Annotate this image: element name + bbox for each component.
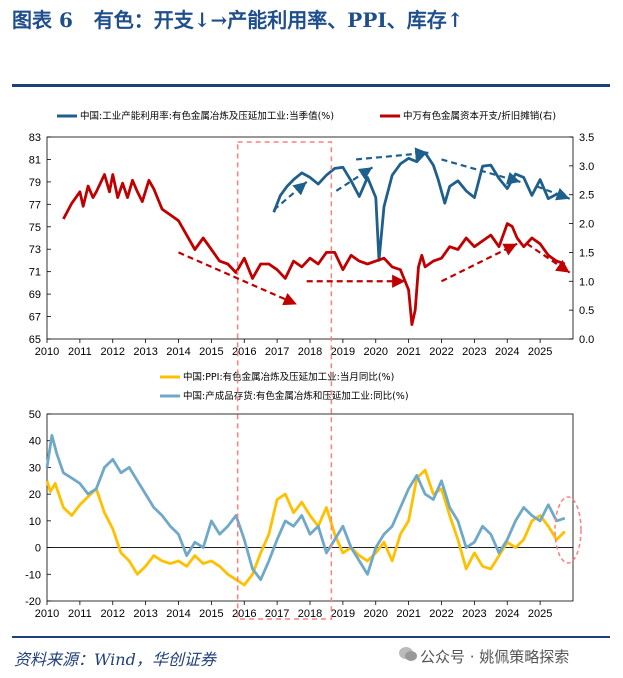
trend-arrow-navy [335, 166, 374, 192]
x-tick-label: 2019 [331, 608, 355, 620]
trend-arrow-red [441, 242, 518, 283]
x-tick-label: 2025 [528, 608, 552, 620]
y-tick-label: 20 [29, 489, 41, 501]
bottom-legend: 中国:PPI:有色金属冶炼及压延加工业:当月同比(%) 中国:产成品存货:有色金属… [160, 371, 409, 402]
x-tick-label: 2022 [429, 608, 453, 620]
trend-arrow-navy [273, 181, 308, 211]
y-right-tick-label: 0.0 [579, 334, 594, 346]
x-tick-label: 2024 [495, 346, 519, 358]
x-tick-label: 2021 [396, 346, 420, 358]
y-left-tick-label: 75 [29, 222, 41, 234]
x-tick-label: 2023 [462, 608, 486, 620]
footer-rule [12, 636, 610, 638]
y-right-tick-label: 1.5 [579, 247, 594, 259]
x-tick-label: 2010 [35, 346, 59, 358]
figure-number: 图表 6 [12, 8, 73, 32]
y-left-tick-label: 77 [29, 199, 41, 211]
y-tick-label: -20 [25, 596, 41, 608]
bottom-chart-panel: -20 -10 0 10 20 30 40 50 2010 2011 2012 2013 2014 201… [25, 371, 574, 620]
y-right-tick-label: 3.5 [579, 132, 594, 144]
y-left-tick-label: 73 [29, 244, 41, 256]
x-tick-label: 2020 [364, 608, 388, 620]
trend-arrow-navy [355, 147, 429, 161]
x-tick-label: 2012 [101, 346, 125, 358]
x-tick-label: 2017 [265, 608, 289, 620]
watermark-text: 公众号 · 姚佩策略探索 [420, 648, 570, 666]
y-right-tick-label: 3.0 [579, 161, 594, 173]
capex-ratio-line [62, 173, 566, 326]
inventory-yoy-line [45, 434, 566, 581]
x-tick-label: 2014 [166, 346, 190, 358]
figure-title: 图表 6 有色：开支↓→产能利用率、PPI、库存↑ [12, 4, 612, 36]
figure-title-text: 有色：开支↓→产能利用率、PPI、库存↑ [93, 8, 464, 32]
y-left-tick-label: 65 [29, 334, 41, 346]
bottom-plot-frame [46, 413, 574, 602]
wechat-icon [399, 647, 417, 661]
y-tick-label: 50 [29, 409, 41, 421]
y-right-tick-label: 2.5 [579, 190, 594, 202]
chart-overlays [178, 141, 582, 620]
x-tick-label: 2012 [101, 608, 125, 620]
legend-ppi-label: 中国:PPI:有色金属冶炼及压延加工业:当月同比(%) [183, 371, 394, 383]
y-tick-label: -10 [25, 569, 41, 581]
trend-arrow-red [178, 251, 298, 306]
x-tick-label: 2013 [133, 346, 157, 358]
x-tick-label: 2016 [232, 608, 256, 620]
x-tick-label: 2014 [166, 608, 190, 620]
x-tick-label: 2018 [298, 608, 322, 620]
legend-inventory-label: 中国:产成品存货:有色金属冶炼和压延加工业:同比(%) [183, 390, 409, 402]
chart-canvas: 65 67 69 71 73 75 77 79 81 83 0.0 0.5 1.0 1.5 2.0 2.5 3.… [25, 110, 595, 620]
title-rule [12, 84, 610, 87]
x-tick-label: 2023 [462, 346, 486, 358]
x-tick-label: 2021 [396, 608, 420, 620]
x-tick-label: 2022 [429, 346, 453, 358]
x-tick-label: 2011 [68, 608, 92, 620]
legend-capex-label: 中万有色金属资本开支/折旧摊销(右) [403, 110, 556, 122]
highlight-period-box [236, 141, 333, 620]
y-left-tick-label: 83 [29, 132, 41, 144]
legend-capacity-label: 中国:工业产能利用率:有色金属冶炼及压延加工业:当季值(%) [80, 110, 334, 122]
x-tick-label: 2010 [35, 608, 59, 620]
trend-arrow-navy [536, 185, 571, 201]
x-tick-label: 2016 [232, 346, 256, 358]
x-tick-label: 2025 [528, 346, 552, 358]
y-left-tick-label: 67 [29, 312, 41, 324]
y-left-tick-label: 69 [29, 289, 41, 301]
y-tick-label: 0 [35, 543, 41, 555]
x-tick-label: 2011 [68, 346, 92, 358]
source-note: 资料来源：Wind，华创证券 [14, 650, 216, 669]
y-right-tick-label: 0.5 [579, 305, 594, 317]
y-right-tick-label: 1.0 [579, 276, 594, 288]
x-tick-label: 2024 [495, 608, 519, 620]
x-tick-label: 2015 [199, 346, 223, 358]
top-legend: 中国:工业产能利用率:有色金属冶炼及压延加工业:当季值(%) 中万有色金属资本开支… [57, 110, 556, 122]
y-left-tick-label: 71 [29, 267, 41, 279]
highlight-recent-ellipse [554, 496, 582, 564]
top-chart-panel: 65 67 69 71 73 75 77 79 81 83 0.0 0.5 1.0 1.5 2.0 2.5 3.… [29, 110, 595, 358]
y-left-tick-label: 79 [29, 177, 41, 189]
y-tick-label: 10 [29, 516, 41, 528]
y-left-tick-label: 81 [29, 154, 41, 166]
x-tick-label: 2020 [364, 346, 388, 358]
y-right-tick-label: 2.0 [579, 219, 594, 231]
y-tick-label: 30 [29, 462, 41, 474]
trend-arrow-navy [441, 158, 521, 185]
x-tick-label: 2017 [265, 346, 289, 358]
ppi-yoy-line [45, 468, 566, 587]
x-tick-label: 2019 [331, 346, 355, 358]
y-tick-label: 40 [29, 436, 41, 448]
trend-arrow-red [526, 242, 571, 274]
x-tick-label: 2013 [133, 608, 157, 620]
x-tick-label: 2018 [298, 346, 322, 358]
x-tick-label: 2015 [199, 608, 223, 620]
